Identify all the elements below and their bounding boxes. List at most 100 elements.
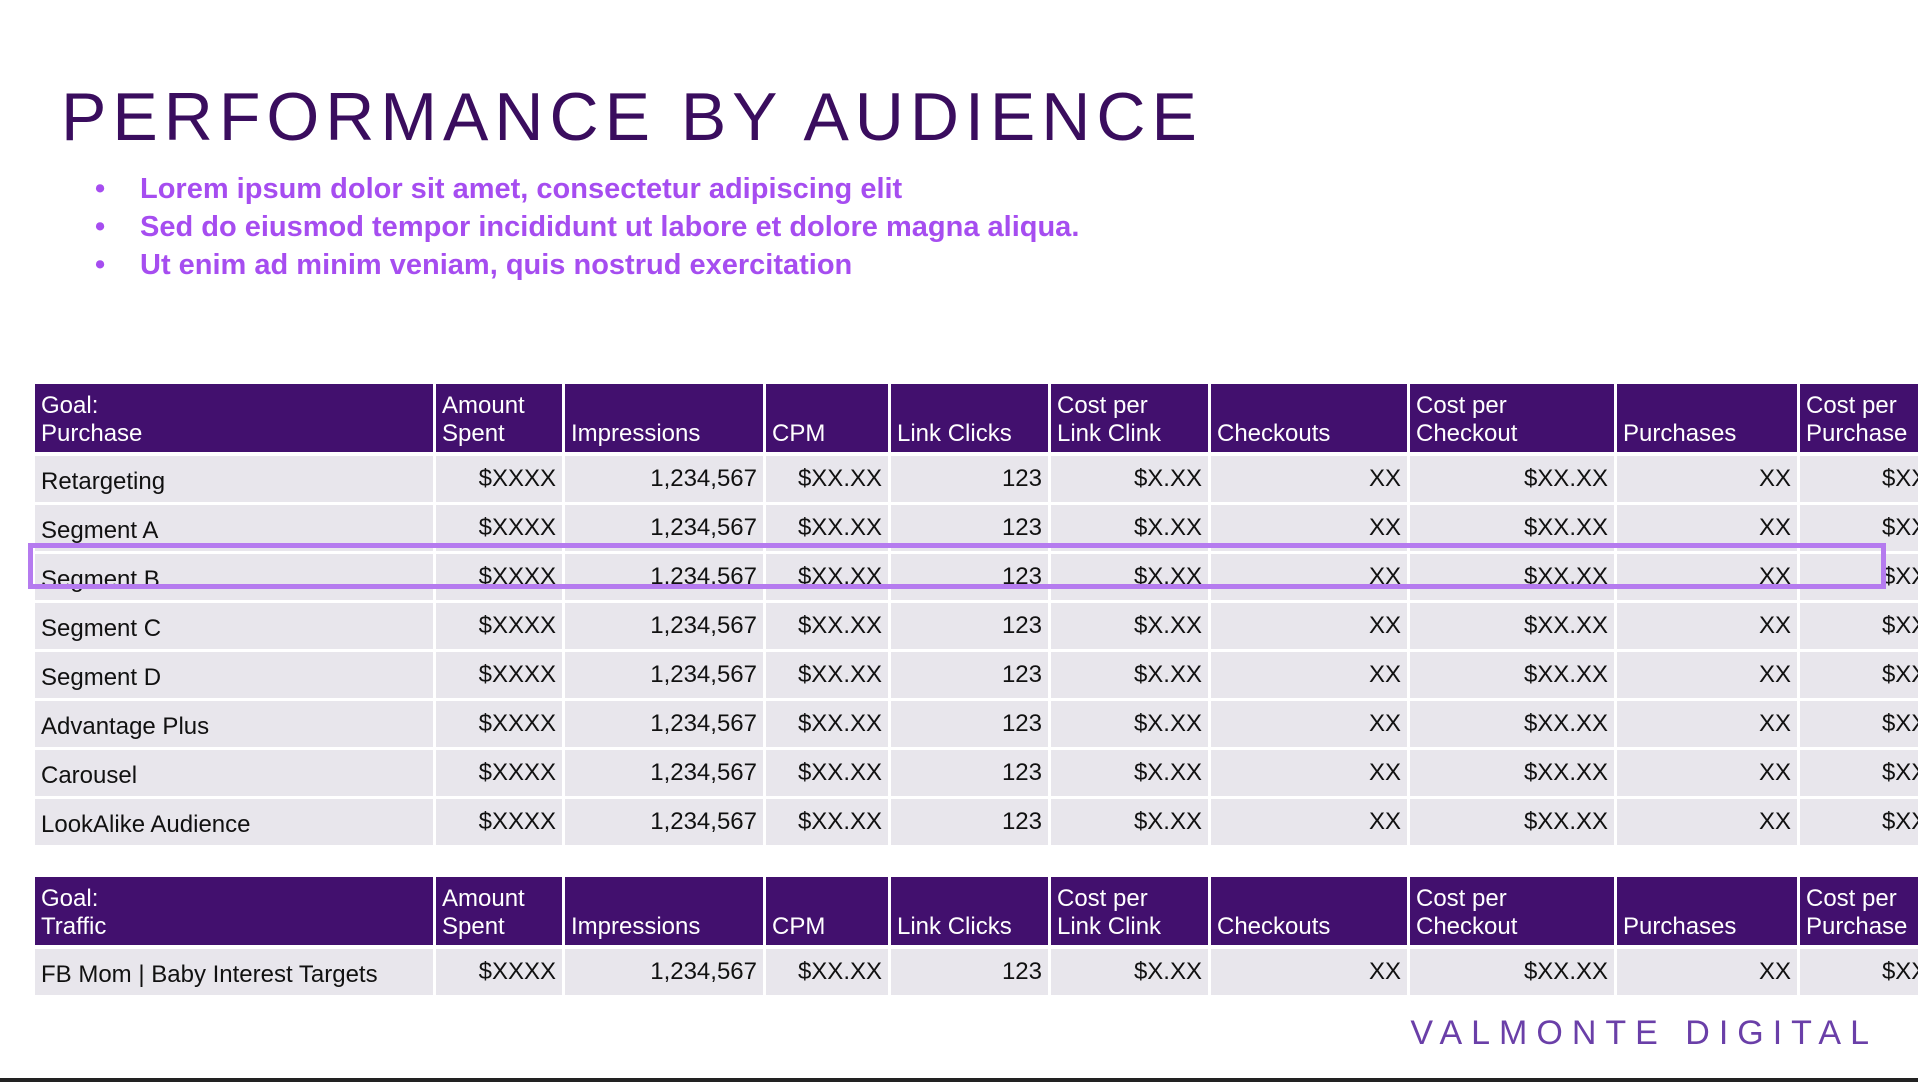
table-row: Segment C $XXXX 1,234,567 $XX.XX 123 $X.XX XX $… xyxy=(35,603,1918,652)
table-cell: $XX.XX xyxy=(1800,456,1918,505)
table-cell: 123 xyxy=(891,949,1048,998)
table-cell: 1,234,567 xyxy=(565,554,763,603)
column-header: CPM xyxy=(766,384,888,456)
table-cell: XX xyxy=(1617,799,1797,848)
table-cell: $XX.XX xyxy=(1410,652,1614,701)
table-row: Segment B $XXXX 1,234,567 $XX.XX 123 $X.XX XX $… xyxy=(35,554,1918,603)
column-header-line1: Amount xyxy=(442,392,525,419)
table-cell: $XX.XX xyxy=(1410,701,1614,750)
table-cell: 1,234,567 xyxy=(565,456,763,505)
table-cell: XX xyxy=(1617,603,1797,652)
bullet-text: Ut enim ad minim veniam, quis nostrud ex… xyxy=(140,249,853,281)
table-cell: XX xyxy=(1617,554,1797,603)
column-header-line2: Purchases xyxy=(1623,913,1737,940)
table-cell: $XX.XX xyxy=(1800,799,1918,848)
bullet-item: • Sed do eiusmod tempor incididunt ut lab… xyxy=(95,208,1079,246)
table-cell: $XX.XX xyxy=(766,505,888,554)
column-header-line2: Purchases xyxy=(1623,420,1737,447)
bullet-item: • Lorem ipsum dolor sit amet, consectetur… xyxy=(95,170,1079,208)
bullet-text: Sed do eiusmod tempor incididunt ut labo… xyxy=(140,211,1080,243)
table-cell: $XX.XX xyxy=(766,949,888,998)
table-row: Segment D $XXXX 1,234,567 $XX.XX 123 $X.XX XX $… xyxy=(35,652,1918,701)
column-header: Impressions xyxy=(565,877,763,949)
bullet-text: Lorem ipsum dolor sit amet, consectetur … xyxy=(140,173,903,205)
table-cell: $XX.XX xyxy=(1410,505,1614,554)
table-cell: $XX.XX xyxy=(766,701,888,750)
table-cell: $XX.XX xyxy=(1800,701,1918,750)
brand-logo-text: VALMONTE DIGITAL xyxy=(1410,1014,1878,1052)
table-cell: 1,234,567 xyxy=(565,505,763,554)
table-cell: 1,234,567 xyxy=(565,949,763,998)
table-cell: XX xyxy=(1211,456,1407,505)
column-header-line2: CPM xyxy=(772,420,826,447)
bullet-dot: • xyxy=(95,173,106,205)
table-cell: $X.XX xyxy=(1051,750,1208,799)
table-cell: 123 xyxy=(891,652,1048,701)
table-row: Advantage Plus $XXXX 1,234,567 $XX.XX 123 $X.… xyxy=(35,701,1918,750)
row-label: Segment A xyxy=(35,505,433,554)
table-cell: XX xyxy=(1617,652,1797,701)
table-cell: $X.XX xyxy=(1051,603,1208,652)
column-header-line2: Spent xyxy=(442,420,505,447)
column-header-line1: Cost per xyxy=(1806,885,1897,912)
column-header-line1: Cost per xyxy=(1806,392,1897,419)
goal-header-line1: Goal: xyxy=(41,392,99,419)
row-label: FB Mom | Baby Interest Targets xyxy=(35,949,433,998)
row-label: Segment C xyxy=(35,603,433,652)
column-header: Amount Spent xyxy=(436,384,562,456)
column-header: Amount Spent xyxy=(436,877,562,949)
table-cell: XX xyxy=(1617,505,1797,554)
column-header: Cost per Purchase xyxy=(1800,877,1918,949)
table-cell: 123 xyxy=(891,701,1048,750)
table-cell: $XXXX xyxy=(436,799,562,848)
column-header-line2: Checkout xyxy=(1416,913,1518,940)
table-cell: XX xyxy=(1211,554,1407,603)
column-header-line2: Link Clink xyxy=(1057,420,1162,447)
table-cell: $X.XX xyxy=(1051,949,1208,998)
table-cell: 123 xyxy=(891,750,1048,799)
column-header-line2: Link Clink xyxy=(1057,913,1162,940)
column-header: Cost per Link Clink xyxy=(1051,384,1208,456)
table-cell: $XX.XX xyxy=(766,456,888,505)
table-cell: $X.XX xyxy=(1051,701,1208,750)
column-header: Link Clicks xyxy=(891,384,1048,456)
table-cell: $XXXX xyxy=(436,701,562,750)
column-header-line1: Cost per xyxy=(1057,885,1148,912)
table-cell: $XX.XX xyxy=(1410,799,1614,848)
column-header: Link Clicks xyxy=(891,877,1048,949)
column-header-line1: Cost per xyxy=(1057,392,1148,419)
column-header: Cost per Purchase xyxy=(1800,384,1918,456)
table-cell: $XXXX xyxy=(436,949,562,998)
table-cell: 1,234,567 xyxy=(565,652,763,701)
column-header-line2: Purchase xyxy=(1806,913,1908,940)
table-cell: $X.XX xyxy=(1051,554,1208,603)
goal-header-line2: Traffic xyxy=(41,913,107,940)
row-label: Advantage Plus xyxy=(35,701,433,750)
table-row: Carousel $XXXX 1,234,567 $XX.XX 123 $X.XX XX $X… xyxy=(35,750,1918,799)
table-cell: $XX.XX xyxy=(1410,456,1614,505)
row-label: Retargeting xyxy=(35,456,433,505)
column-header-line2: Checkouts xyxy=(1217,913,1331,940)
table-cell: XX xyxy=(1617,949,1797,998)
bullet-dot: • xyxy=(95,249,106,281)
table-row: Segment A $XXXX 1,234,567 $XX.XX 123 $X.XX XX $… xyxy=(35,505,1918,554)
table-cell: XX xyxy=(1211,603,1407,652)
traffic-performance-table: Goal: Traffic Amount Spent Impressions CPM Lin… xyxy=(32,877,1918,998)
table-cell: $XX.XX xyxy=(1410,554,1614,603)
column-header-line2: Impressions xyxy=(571,913,701,940)
table-cell: $X.XX xyxy=(1051,456,1208,505)
column-header-line1: Cost per xyxy=(1416,885,1507,912)
table-cell: $XXXX xyxy=(436,505,562,554)
column-header: Cost per Checkout xyxy=(1410,384,1614,456)
column-header: Purchases xyxy=(1617,384,1797,456)
column-header-line2: Checkout xyxy=(1416,420,1518,447)
column-header-line2: Link Clicks xyxy=(897,420,1012,447)
column-header-line2: Purchase xyxy=(1806,420,1908,447)
table-cell: XX xyxy=(1211,652,1407,701)
column-header: Cost per Link Clink xyxy=(1051,877,1208,949)
table-cell: 1,234,567 xyxy=(565,799,763,848)
table-cell: $XX.XX xyxy=(1410,949,1614,998)
table-cell: $X.XX xyxy=(1051,505,1208,554)
table-cell: $XX.XX xyxy=(1410,750,1614,799)
table-row: LookAlike Audience $XXXX 1,234,567 $XX.XX 12… xyxy=(35,799,1918,848)
